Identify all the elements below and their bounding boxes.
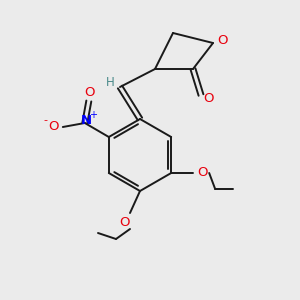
Text: O: O [120, 217, 130, 230]
Text: O: O [85, 86, 95, 100]
Text: O: O [218, 34, 228, 47]
Text: N: N [80, 115, 92, 128]
Text: O: O [49, 119, 59, 133]
Text: O: O [197, 166, 207, 178]
Text: -: - [44, 115, 48, 125]
Text: +: + [89, 110, 97, 120]
Text: O: O [204, 92, 214, 106]
Text: H: H [106, 76, 114, 88]
